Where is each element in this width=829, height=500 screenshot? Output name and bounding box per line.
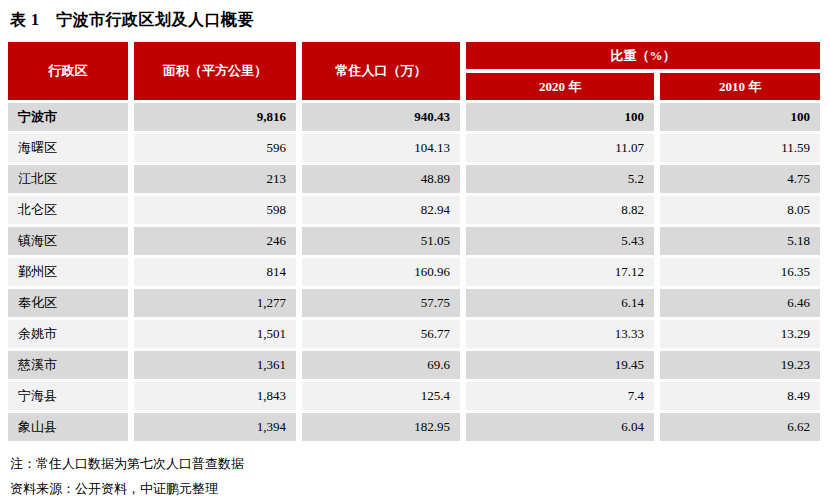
col-header-year-2020: 2020 年 [466, 73, 660, 103]
cell-share-2010: 8.49 [660, 382, 820, 413]
cell-share-2020: 6.14 [466, 289, 660, 320]
cell-share-2020: 11.07 [466, 134, 660, 165]
cell-population: 51.05 [302, 227, 466, 258]
cell-area: 814 [134, 258, 302, 289]
cell-share-2010: 6.62 [660, 413, 820, 444]
cell-region: 慈溪市 [8, 351, 134, 382]
cell-region: 象山县 [8, 413, 134, 444]
cell-area: 213 [134, 165, 302, 196]
cell-region: 海曙区 [8, 134, 134, 165]
table-row: 宁波市9,816940.43100100 [8, 103, 820, 134]
cell-population: 104.13 [302, 134, 466, 165]
cell-share-2020: 13.33 [466, 320, 660, 351]
cell-region: 鄞州区 [8, 258, 134, 289]
table-row: 江北区21348.895.24.75 [8, 165, 820, 196]
table-header: 行政区 面积（平方公里） 常住人口（万） 比重（%） 2020 年 2010 年 [8, 42, 820, 103]
ningbo-admin-population-table: 行政区 面积（平方公里） 常住人口（万） 比重（%） 2020 年 2010 年… [8, 42, 820, 444]
table-body: 宁波市9,816940.43100100海曙区596104.1311.0711.… [8, 103, 820, 444]
report-page: 表 1 宁波市行政区划及人口概要 行政区 面积（平方公里） 常住人口（万） 比重… [0, 0, 829, 500]
cell-share-2010: 11.59 [660, 134, 820, 165]
cell-population: 57.75 [302, 289, 466, 320]
cell-area: 9,816 [134, 103, 302, 134]
table-row: 奉化区1,27757.756.146.46 [8, 289, 820, 320]
col-header-share-group: 比重（%） [466, 42, 820, 73]
cell-area: 1,843 [134, 382, 302, 413]
cell-region: 宁波市 [8, 103, 134, 134]
cell-region: 奉化区 [8, 289, 134, 320]
table-row: 宁海县1,843125.47.48.49 [8, 382, 820, 413]
cell-share-2020: 19.45 [466, 351, 660, 382]
cell-region: 北仑区 [8, 196, 134, 227]
cell-share-2020: 100 [466, 103, 660, 134]
cell-share-2020: 5.2 [466, 165, 660, 196]
cell-population: 82.94 [302, 196, 466, 227]
cell-area: 1,361 [134, 351, 302, 382]
cell-share-2010: 5.18 [660, 227, 820, 258]
cell-area: 598 [134, 196, 302, 227]
cell-share-2010: 100 [660, 103, 820, 134]
cell-share-2010: 16.35 [660, 258, 820, 289]
cell-area: 246 [134, 227, 302, 258]
col-header-area: 面积（平方公里） [134, 42, 302, 103]
col-header-region: 行政区 [8, 42, 134, 103]
table-title: 表 1 宁波市行政区划及人口概要 [10, 10, 820, 31]
cell-share-2010: 8.05 [660, 196, 820, 227]
table-row: 镇海区24651.055.435.18 [8, 227, 820, 258]
cell-area: 1,501 [134, 320, 302, 351]
cell-share-2010: 19.23 [660, 351, 820, 382]
cell-share-2020: 8.82 [466, 196, 660, 227]
cell-share-2020: 7.4 [466, 382, 660, 413]
cell-population: 48.89 [302, 165, 466, 196]
cell-area: 596 [134, 134, 302, 165]
cell-area: 1,277 [134, 289, 302, 320]
cell-share-2010: 4.75 [660, 165, 820, 196]
col-header-year-2010: 2010 年 [660, 73, 820, 103]
table-source: 资料来源：公开资料，中证鹏元整理 [10, 476, 820, 500]
table-note: 注：常住人口数据为第七次人口普查数据 [10, 451, 820, 476]
table-row: 鄞州区814160.9617.1216.35 [8, 258, 820, 289]
cell-region: 宁海县 [8, 382, 134, 413]
cell-share-2020: 5.43 [466, 227, 660, 258]
cell-population: 125.4 [302, 382, 466, 413]
cell-region: 镇海区 [8, 227, 134, 258]
cell-area: 1,394 [134, 413, 302, 444]
cell-population: 56.77 [302, 320, 466, 351]
cell-population: 940.43 [302, 103, 466, 134]
table-footnotes: 注：常住人口数据为第七次人口普查数据 资料来源：公开资料，中证鹏元整理 [10, 451, 820, 500]
cell-population: 160.96 [302, 258, 466, 289]
cell-population: 69.6 [302, 351, 466, 382]
cell-share-2010: 6.46 [660, 289, 820, 320]
cell-share-2020: 6.04 [466, 413, 660, 444]
header-row-top: 行政区 面积（平方公里） 常住人口（万） 比重（%） [8, 42, 820, 73]
cell-share-2020: 17.12 [466, 258, 660, 289]
table-row: 象山县1,394182.956.046.62 [8, 413, 820, 444]
cell-share-2010: 13.29 [660, 320, 820, 351]
col-header-population: 常住人口（万） [302, 42, 466, 103]
table-row: 余姚市1,50156.7713.3313.29 [8, 320, 820, 351]
table-row: 北仑区59882.948.828.05 [8, 196, 820, 227]
table-row: 海曙区596104.1311.0711.59 [8, 134, 820, 165]
table-row: 慈溪市1,36169.619.4519.23 [8, 351, 820, 382]
cell-region: 余姚市 [8, 320, 134, 351]
cell-region: 江北区 [8, 165, 134, 196]
cell-population: 182.95 [302, 413, 466, 444]
